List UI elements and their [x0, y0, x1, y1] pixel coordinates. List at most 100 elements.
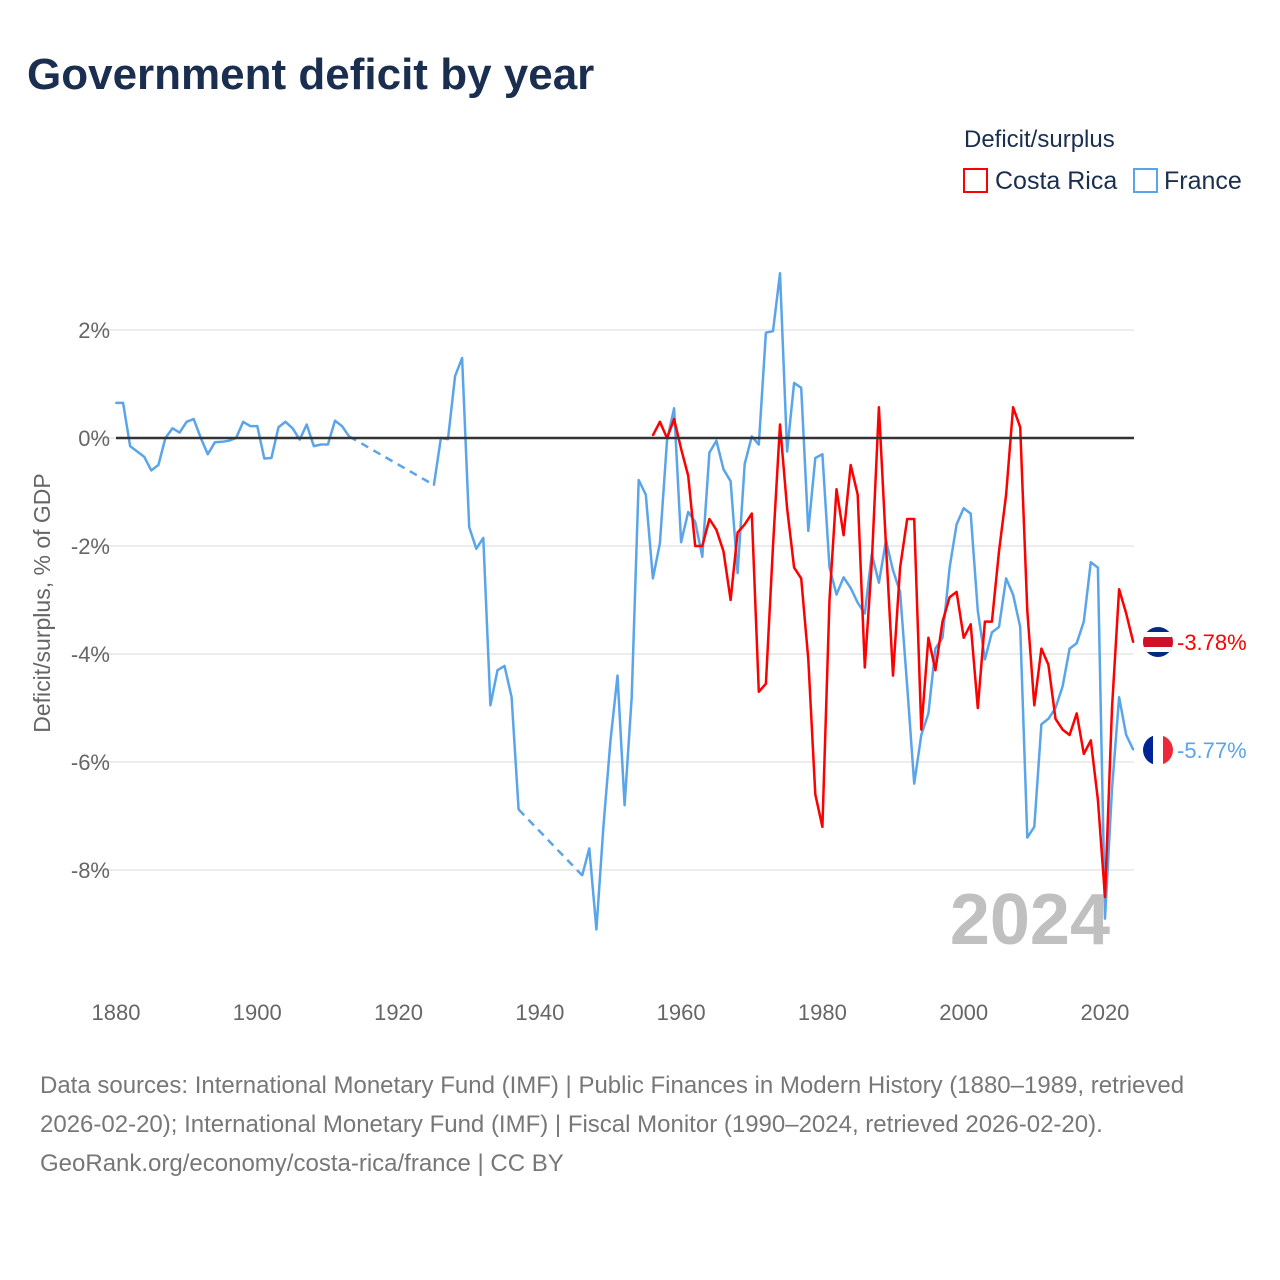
data-point-france [454, 374, 457, 377]
series-line-france [116, 272, 1135, 931]
data-point-france [835, 593, 838, 596]
data-point-france [1089, 561, 1092, 564]
data-point-france [1125, 734, 1128, 736]
data-point-france [206, 453, 209, 456]
legend-label-france: France [1164, 167, 1242, 195]
data-point-costa-rica [1026, 609, 1029, 612]
data-point-france [1132, 748, 1135, 751]
data-point-costa-rica [779, 423, 782, 426]
data-point-france [743, 462, 746, 465]
data-point-france [305, 423, 308, 426]
data-point-france [630, 696, 633, 699]
data-point-costa-rica [906, 518, 909, 520]
data-point-costa-rica [1033, 704, 1036, 707]
data-point-france [729, 480, 732, 483]
data-point-france [877, 581, 880, 584]
data-point-costa-rica [856, 493, 859, 496]
data-point-costa-rica [870, 561, 873, 564]
data-point-france [277, 426, 280, 429]
data-point-france [658, 542, 661, 545]
data-point-costa-rica [1111, 707, 1114, 709]
data-point-france [651, 577, 654, 580]
data-point-france [143, 455, 146, 458]
data-point-france [1118, 696, 1121, 699]
data-point-costa-rica [821, 825, 824, 828]
x-tick-label: 1920 [374, 1000, 423, 1025]
data-point-france [793, 381, 796, 384]
data-point-france [1061, 685, 1064, 688]
data-point-costa-rica [800, 577, 803, 580]
data-point-france [906, 685, 909, 688]
data-point-costa-rica [764, 682, 767, 685]
data-point-france [708, 451, 711, 454]
credit-link[interactable]: GeoRank.org/economy/costa-rica/france | … [40, 1150, 564, 1177]
legend-swatch-france [1133, 168, 1158, 193]
data-point-france [242, 420, 245, 423]
data-point-france [588, 847, 591, 850]
x-tick-label: 1900 [233, 1000, 282, 1025]
data-point-costa-rica [955, 590, 958, 593]
data-point-france [814, 456, 817, 459]
data-point-france [256, 425, 259, 428]
legend-swatch-costa-rica [963, 168, 988, 193]
data-point-france [1026, 836, 1029, 839]
data-point-costa-rica [673, 418, 676, 421]
data-point-costa-rica [1125, 612, 1128, 615]
data-point-france [129, 445, 132, 448]
data-point-costa-rica [793, 566, 796, 569]
chart-title: Government deficit by year [27, 50, 595, 99]
data-point-costa-rica [927, 636, 930, 639]
data-point-france [319, 443, 322, 446]
data-point-costa-rica [1054, 717, 1057, 720]
data-point-costa-rica [1082, 752, 1085, 755]
y-tick-label: -2% [71, 534, 110, 559]
data-point-france [220, 440, 223, 443]
data-point-costa-rica [920, 728, 923, 731]
data-point-france [941, 636, 944, 639]
legend-item-costa-rica[interactable]: Costa Rica [963, 167, 1117, 195]
data-point-france [249, 425, 252, 428]
data-point-france [856, 601, 859, 604]
data-point-costa-rica [884, 545, 887, 547]
data-point-france [1047, 717, 1050, 720]
data-point-costa-rica [750, 512, 753, 515]
data-point-costa-rica [998, 550, 1000, 553]
end-label-france: -5.77% [1177, 738, 1247, 763]
data-point-france [192, 418, 195, 421]
data-point-france [312, 445, 315, 448]
data-point-france [178, 431, 181, 434]
data-point-costa-rica [786, 507, 789, 510]
data-point-costa-rica [962, 636, 965, 639]
data-point-france [326, 443, 329, 446]
data-point-france [913, 782, 916, 785]
data-point-france [503, 664, 506, 667]
data-point-costa-rica [687, 474, 690, 477]
data-point-costa-rica [708, 518, 711, 520]
data-point-costa-rica [892, 674, 895, 677]
data-point-france [510, 696, 513, 699]
data-point-costa-rica [651, 434, 654, 437]
data-point-france [665, 439, 668, 442]
data-point-costa-rica [680, 447, 683, 450]
data-point-france [828, 566, 831, 569]
data-point-france [736, 572, 739, 574]
y-tick-label: -4% [71, 642, 110, 667]
data-point-france [1005, 577, 1008, 580]
data-point-france [468, 526, 471, 529]
data-point-costa-rica [849, 464, 852, 466]
data-point-costa-rica [814, 793, 817, 796]
data-point-costa-rica [1075, 712, 1078, 715]
data-point-costa-rica [1068, 734, 1071, 736]
data-point-costa-rica [757, 690, 760, 693]
data-point-costa-rica [1132, 641, 1135, 644]
data-point-costa-rica [976, 707, 979, 709]
legend-item-france[interactable]: France [1133, 167, 1242, 195]
data-point-france [150, 469, 153, 472]
data-point-france [595, 928, 598, 931]
data-point-france [701, 555, 704, 558]
data-point-costa-rica [1118, 588, 1121, 591]
data-point-france [213, 441, 216, 444]
x-tick-label: 1880 [92, 1000, 141, 1025]
data-point-costa-rica [1089, 739, 1092, 742]
data-point-france [171, 427, 174, 430]
